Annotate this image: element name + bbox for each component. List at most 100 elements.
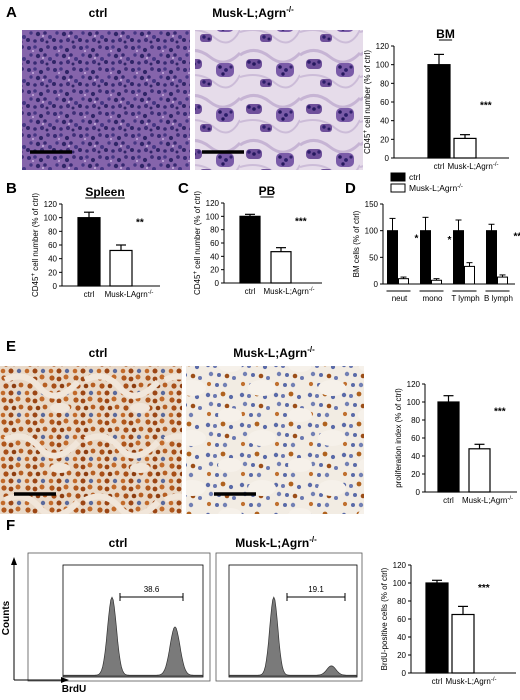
a-significance: *** [480,101,492,112]
a-bar-1 [454,138,476,158]
c-category-label-1: Musk-L;Agrn-/- [263,287,314,296]
a-micrograph-ctrl [22,30,190,170]
f-y-tick-label-3: 60 [397,615,406,624]
a-bar-0 [428,65,450,158]
panel-letter-b: B [6,180,17,197]
c-y-tick-label-5: 100 [206,212,220,221]
b-y-tick-label-3: 60 [48,241,57,250]
d-legend-label-0: ctrl [409,172,420,182]
f-category-label-1: Musk-L;Agrn-/- [445,677,496,686]
b-bar-1 [110,250,132,286]
f-y-axis-label: BrdU-positive cells (% of ctrl) [380,567,389,670]
d-y-axis-label: BM cells (% of ctrl) [352,210,361,277]
e-image-title-ctrl: ctrl [89,346,108,360]
f-category-label-1-sup: -/- [491,677,497,683]
a-y-tick-label-3: 60 [380,98,389,107]
d-significance-1: * [448,235,452,246]
a-y-axis-label-rest: cell number (% of ctrl) [363,50,372,130]
panel-letter-a: A [6,4,17,21]
e-image-title-mutant-text: Musk-L;Agrn [233,346,307,360]
f-y-tick-label-1: 20 [397,651,406,660]
f-y-tick-label-2: 40 [397,633,406,642]
f-flow-gate-value-0: 38.6 [144,585,160,594]
d-significance-0: * [415,233,419,244]
b-y-axis-label-rest: cell number (% of ctrl) [31,193,40,273]
d-bar-0-0 [388,231,398,284]
c-category-label-0: ctrl [245,287,256,296]
f-flow-plot-ctrl: 38.6 [28,553,210,681]
a-y-tick-label-1: 20 [380,135,389,144]
a-micrograph-mutant [195,30,363,170]
c-chart-title: PB [259,184,276,198]
d-legend-label-1-sup: -/- [457,184,463,190]
c-y-axis-label-part: CD45 [193,274,202,295]
d-bar-0-3 [487,231,497,284]
panel-letter-e: E [6,338,16,355]
a-image-title-mutant: Musk-L;Agrn-/- [212,5,294,20]
b-y-tick-label-5: 100 [44,214,58,223]
d-legend-label-1: Musk-L;Agrn-/- [409,183,463,193]
a-image-title-mutant-text: Musk-L;Agrn [212,6,286,20]
d-y-tick-label-1: 50 [369,253,378,262]
a-y-tick-label-2: 40 [380,117,389,126]
d-bar-1-0 [399,279,409,284]
d-significance-3: ** [514,232,520,243]
f-y-tick-label-0: 0 [402,669,407,678]
b-y-axis-label-part: CD45 [31,276,40,297]
a-y-tick-label-4: 80 [380,79,389,88]
f-flow-plot-mutant: 19.1 [216,553,362,681]
d-category-label-2: T lymph [451,294,479,303]
e-y-tick-label-6: 120 [407,380,421,389]
a-y-tick-label-5: 100 [376,61,390,70]
e-y-tick-label-1: 20 [411,470,420,479]
a-y-tick-label-6: 120 [376,42,390,51]
d-bar-1-1 [432,280,442,284]
d-y-tick-label-0: 0 [374,280,379,289]
c-y-tick-label-0: 0 [215,279,220,288]
b-category-label-1: Musk-LAgrn-/- [105,290,154,299]
f-bar-0 [426,583,448,673]
d-category-label-1: mono [422,294,443,303]
e-y-tick-label-3: 60 [411,434,420,443]
b-bar-0 [78,218,100,286]
panel-letter-c: C [178,180,189,197]
d-legend-swatch-0 [391,173,405,181]
e-y-tick-label-5: 100 [407,398,421,407]
d-bar-1-3 [498,277,508,284]
e-y-axis-label: proliferation index (% of ctrl) [394,388,403,488]
a-y-tick-label-0: 0 [385,154,390,163]
d-y-tick-label-2: 100 [365,227,379,236]
b-significance: ** [136,218,144,229]
e-bar-0 [438,402,459,492]
c-y-tick-label-4: 80 [210,226,219,235]
b-y-tick-label-4: 80 [48,227,57,236]
c-y-tick-label-3: 60 [210,239,219,248]
c-category-label-1-sup: -/- [309,287,315,293]
c-y-axis-label-rest: cell number (% of ctrl) [193,191,202,271]
c-significance: *** [295,216,307,227]
panel-letter-d: D [345,180,356,197]
f-significance: *** [478,583,490,594]
a-category-label-1: Musk-L;Agrn-/- [447,162,498,171]
b-category-label-0: ctrl [84,290,95,299]
f-flow-title-mutant-text: Musk-L;Agrn [235,536,309,550]
e-y-tick-label-0: 0 [416,488,421,497]
b-chart-title: Spleen [85,185,124,199]
f-category-label-1-part: Musk-L;Agrn [445,677,490,686]
panel-letter-f: F [6,517,15,534]
b-category-label-1-sup: -/- [148,290,154,296]
c-y-tick-label-1: 20 [210,266,219,275]
e-bar-1 [469,449,490,492]
e-y-tick-label-4: 80 [411,416,420,425]
d-legend-label-1-part: Musk-L;Agrn [409,183,457,193]
e-micrograph-ctrl [0,366,182,514]
c-y-axis-label: CD45+ cell number (% of ctrl) [193,191,202,295]
f-flow-inner-frame-1 [229,565,357,677]
e-micrograph-mutant [186,366,364,514]
